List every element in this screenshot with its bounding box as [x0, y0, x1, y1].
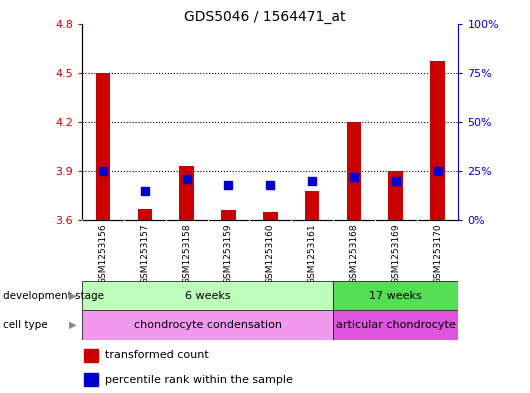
- Text: ▶: ▶: [69, 291, 77, 301]
- Text: chondrocyte condensation: chondrocyte condensation: [134, 320, 281, 330]
- Text: GSM1253169: GSM1253169: [391, 223, 400, 284]
- Bar: [305, 191, 320, 220]
- Bar: [82, 310, 333, 340]
- Point: [224, 182, 233, 188]
- Text: GDS5046 / 1564471_at: GDS5046 / 1564471_at: [184, 10, 346, 24]
- Bar: [96, 73, 110, 220]
- Point: [266, 182, 275, 188]
- Point: [99, 168, 107, 174]
- Text: GSM1253161: GSM1253161: [307, 223, 316, 284]
- Point: [140, 187, 149, 194]
- Text: articular chondrocyte: articular chondrocyte: [336, 320, 456, 330]
- Bar: [333, 310, 458, 340]
- Point: [350, 174, 358, 180]
- Text: GSM1253170: GSM1253170: [433, 223, 442, 284]
- Point: [434, 168, 442, 174]
- Text: development stage: development stage: [3, 291, 104, 301]
- Bar: [430, 61, 445, 220]
- Bar: [84, 349, 98, 362]
- Bar: [333, 281, 458, 310]
- Bar: [138, 209, 152, 220]
- Point: [182, 176, 191, 182]
- Bar: [347, 122, 361, 220]
- Point: [308, 178, 316, 184]
- Text: GSM1253158: GSM1253158: [182, 223, 191, 284]
- Text: ▶: ▶: [69, 320, 77, 330]
- Bar: [84, 373, 98, 386]
- Bar: [82, 281, 333, 310]
- Bar: [388, 171, 403, 220]
- Text: transformed count: transformed count: [105, 350, 208, 360]
- Bar: [179, 166, 194, 220]
- Text: 6 weeks: 6 weeks: [185, 291, 231, 301]
- Text: 17 weeks: 17 weeks: [369, 291, 422, 301]
- Text: GSM1253157: GSM1253157: [140, 223, 149, 284]
- Text: GSM1253159: GSM1253159: [224, 223, 233, 284]
- Text: percentile rank within the sample: percentile rank within the sample: [105, 375, 293, 385]
- Bar: [221, 210, 236, 220]
- Text: GSM1253156: GSM1253156: [99, 223, 108, 284]
- Bar: [263, 212, 278, 220]
- Point: [392, 178, 400, 184]
- Text: cell type: cell type: [3, 320, 47, 330]
- Text: GSM1253168: GSM1253168: [349, 223, 358, 284]
- Text: GSM1253160: GSM1253160: [266, 223, 275, 284]
